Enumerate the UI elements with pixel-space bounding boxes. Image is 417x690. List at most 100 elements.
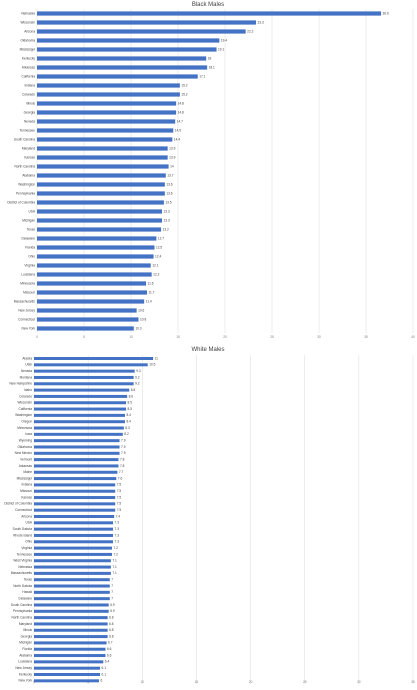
category-label: Wisconsin bbox=[17, 401, 32, 405]
category-label: Idaho bbox=[24, 388, 32, 392]
category-label: Louisiana bbox=[21, 272, 35, 276]
bar bbox=[34, 375, 134, 379]
data-label: 18.1 bbox=[209, 65, 215, 69]
x-tick-label: 35 bbox=[364, 335, 368, 339]
category-label: Wyoming bbox=[19, 439, 32, 443]
bar bbox=[34, 426, 124, 430]
x-tick-label: 35 bbox=[411, 680, 415, 684]
category-label: Missouri bbox=[20, 489, 32, 493]
data-label: 14.5 bbox=[175, 128, 181, 132]
bar bbox=[34, 394, 128, 398]
category-label: District of Columbia bbox=[4, 502, 32, 506]
category-label: Alabama bbox=[22, 173, 35, 177]
category-label: Wisconsin bbox=[20, 20, 35, 24]
bar bbox=[34, 635, 108, 639]
data-label: 6.1 bbox=[102, 666, 107, 670]
category-label: Michigan bbox=[19, 641, 32, 645]
category-label: Indiana bbox=[22, 483, 33, 487]
x-tick-label: 20 bbox=[249, 680, 253, 684]
bar bbox=[34, 527, 114, 531]
category-label: Vermont bbox=[20, 457, 32, 461]
data-label: 14.8 bbox=[178, 110, 184, 114]
bar bbox=[34, 654, 106, 658]
bar bbox=[34, 515, 115, 518]
category-label: Indiana bbox=[25, 83, 36, 87]
data-label: 8.6 bbox=[129, 394, 134, 398]
data-label: 7.1 bbox=[112, 559, 117, 563]
bar bbox=[37, 308, 137, 313]
bar bbox=[34, 502, 116, 506]
bar bbox=[37, 164, 169, 169]
bar bbox=[37, 227, 162, 232]
data-label: 13.3 bbox=[164, 218, 170, 222]
data-label: 7 bbox=[111, 590, 113, 594]
bar bbox=[34, 603, 109, 607]
bar bbox=[37, 326, 134, 331]
data-label: 6.8 bbox=[109, 628, 114, 632]
bar bbox=[37, 263, 151, 268]
data-label: 7.7 bbox=[119, 470, 124, 474]
x-tick-label: 25 bbox=[270, 335, 274, 339]
category-label: Texas bbox=[24, 578, 33, 582]
data-label: 8.4 bbox=[126, 413, 131, 417]
chart-title: Black Males bbox=[192, 2, 224, 8]
data-label: 8.5 bbox=[128, 407, 133, 411]
data-label: 7.2 bbox=[113, 552, 118, 556]
data-label: 14.4 bbox=[174, 137, 180, 141]
bar bbox=[37, 182, 165, 187]
data-label: 6.6 bbox=[107, 653, 112, 657]
category-label: California bbox=[22, 74, 36, 78]
data-label: 13.3 bbox=[164, 209, 170, 213]
category-label: Florida bbox=[22, 647, 32, 651]
bar bbox=[37, 29, 246, 34]
category-label: Oklahoma bbox=[17, 445, 32, 449]
data-label: 6.9 bbox=[110, 609, 115, 613]
data-label: 12.7 bbox=[158, 236, 164, 240]
category-label: Delaware bbox=[19, 597, 33, 601]
data-label: 11 bbox=[155, 356, 159, 360]
black-males-chart: Black Males 0 5 10 15 20 25 30 35 40 Nebraska 36.6… bbox=[7, 2, 415, 339]
data-label: 6 bbox=[100, 679, 102, 683]
category-label: Florida bbox=[25, 245, 35, 249]
category-label: Iowa bbox=[25, 432, 32, 436]
data-label: 23.3 bbox=[258, 20, 264, 24]
category-label: Texas bbox=[27, 227, 36, 231]
bar bbox=[37, 236, 157, 241]
x-tick-label: 15 bbox=[176, 335, 180, 339]
chart-title: White Males bbox=[191, 347, 224, 353]
data-label: 36.6 bbox=[383, 11, 389, 15]
category-label: Rhode Island bbox=[13, 533, 32, 537]
data-label: 12.5 bbox=[156, 245, 162, 249]
data-label: 18 bbox=[208, 56, 212, 60]
category-label: New York bbox=[22, 326, 36, 330]
data-label: 7 bbox=[111, 578, 113, 582]
data-label: 13.7 bbox=[167, 173, 173, 177]
bar bbox=[37, 47, 217, 52]
category-label: Arizona bbox=[21, 514, 32, 518]
data-label: 7.1 bbox=[112, 565, 117, 569]
category-label: Ohio bbox=[28, 254, 35, 258]
data-label: 6.7 bbox=[108, 641, 113, 645]
data-label: 7.9 bbox=[121, 445, 126, 449]
white-males-chart: White Males 05101520253035Alaska11Utah10… bbox=[4, 347, 415, 684]
data-label: 10.3 bbox=[135, 326, 141, 330]
data-label: 6.8 bbox=[109, 634, 114, 638]
category-label: Hawaii bbox=[22, 590, 32, 594]
bar bbox=[34, 584, 110, 588]
bar bbox=[34, 382, 134, 386]
category-label: Massachusetts bbox=[11, 571, 33, 575]
x-tick-label: 40 bbox=[411, 335, 415, 339]
data-label: 7.5 bbox=[117, 483, 122, 487]
data-label: 7.8 bbox=[120, 457, 125, 461]
category-label: District of Columbia bbox=[7, 200, 35, 204]
category-label: Connecticut bbox=[15, 508, 32, 512]
data-label: 13.6 bbox=[166, 182, 172, 186]
category-label: Georgia bbox=[24, 110, 36, 114]
data-label: 12.2 bbox=[153, 272, 159, 276]
data-label: 7.6 bbox=[118, 476, 123, 480]
bar bbox=[34, 489, 116, 493]
data-label: 8.3 bbox=[125, 426, 130, 430]
data-label: 7 bbox=[111, 597, 113, 601]
bar bbox=[34, 571, 111, 575]
